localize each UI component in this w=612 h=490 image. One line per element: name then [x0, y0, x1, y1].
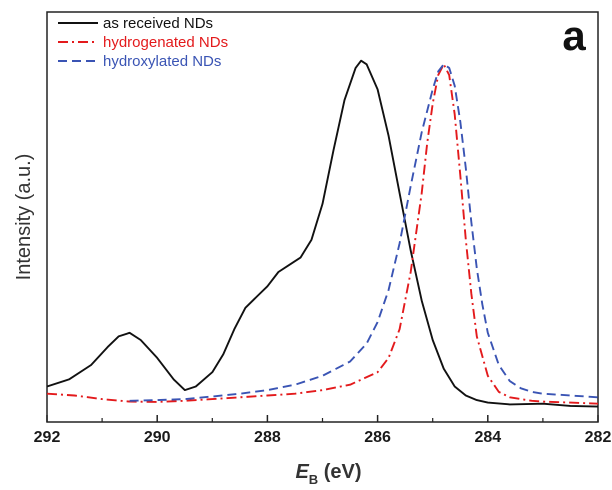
legend: as received NDs hydrogenated NDs hydroxyla…: [58, 15, 228, 70]
x-tick-label: 282: [585, 429, 612, 446]
series-line-1: [46, 59, 599, 408]
legend-label-2: hydrogenated NDs: [103, 34, 228, 51]
legend-label-3: hydroxylated NDs: [103, 53, 221, 70]
y-axis-title: Intensity (a.u.): [13, 154, 35, 281]
x-tick-label: 288: [254, 429, 281, 446]
series-layer: [46, 59, 599, 408]
x-axis-subscript: B: [309, 472, 318, 487]
series-line-3: [129, 63, 599, 402]
plot-frame: [46, 11, 599, 423]
x-tick-label: 286: [364, 429, 391, 446]
x-tick-label: 292: [34, 429, 61, 446]
plot-area: 292 290 288 286 284 282: [34, 11, 612, 446]
legend-label-1: as received NDs: [103, 15, 213, 32]
panel-label: a: [562, 12, 586, 59]
x-axis-unit: (eV): [318, 461, 361, 483]
tick-layer: 292 290 288 286 284 282: [34, 415, 612, 446]
x-tick-label: 290: [144, 429, 171, 446]
x-axis-title: EB (eV): [295, 461, 361, 487]
series-line-2: [46, 63, 599, 405]
x-tick-label: 284: [474, 429, 501, 446]
x-axis-symbol: E: [295, 461, 309, 483]
